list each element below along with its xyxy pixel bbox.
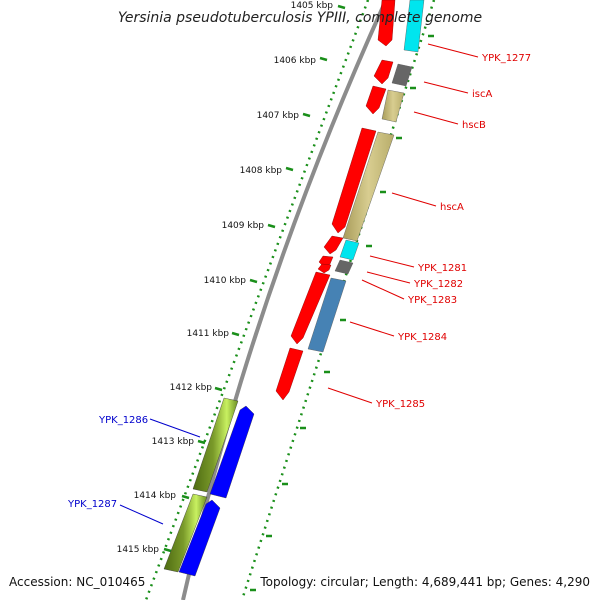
feature-label-YPK_1283[interactable]: YPK_1283 [407, 295, 457, 306]
tick-label-1408: 1408 kbp [240, 166, 283, 176]
feature-label-YPK_1285[interactable]: YPK_1285 [375, 399, 425, 410]
gene-YPK_1287-category [163, 493, 208, 573]
tick-label-1410: 1410 kbp [204, 276, 247, 286]
tick-label-1411: 1411 kbp [187, 329, 230, 339]
ruler-track-outer [144, 0, 370, 600]
tick-label-1406: 1406 kbp [274, 56, 317, 66]
forward-strand-genes [275, 0, 396, 401]
feature-label-YPK_1284[interactable]: YPK_1284 [397, 332, 447, 343]
gene-YPK_1283-arrow[interactable] [317, 263, 332, 274]
gene-YPK_1286-category [192, 397, 239, 493]
genome-summary-text: Topology: circular; Length: 4,689,441 bp… [260, 575, 590, 589]
feature-label-YPK_1281[interactable]: YPK_1281 [417, 263, 467, 274]
feature-label-hscA[interactable]: hscA [440, 202, 464, 213]
tick-label-1405: 1405 kbp [291, 1, 334, 11]
feature-label-YPK_1277[interactable]: YPK_1277 [481, 53, 531, 64]
gene-hscB-category [381, 89, 405, 123]
feature-label-YPK_1282[interactable]: YPK_1282 [413, 279, 463, 290]
feature-label-YPK_1287[interactable]: YPK_1287 [67, 499, 117, 510]
feature-label-hscB[interactable]: hscB [462, 120, 486, 131]
gene-YPK_1285-arrow[interactable] [275, 347, 304, 401]
map-title: Yersinia pseudotuberculosis YPIII, compl… [117, 10, 483, 26]
tick-label-1407: 1407 kbp [257, 111, 300, 121]
reverse-strand-genes [163, 397, 255, 577]
gene-iscA-arrow[interactable] [373, 59, 394, 85]
tick-label-1412: 1412 kbp [170, 383, 213, 393]
feature-label-YPK_1286[interactable]: YPK_1286 [98, 415, 148, 426]
ruler-ticks [163, 4, 346, 553]
tick-label-1415: 1415 kbp [117, 545, 160, 555]
gene-YPK_1284-arrow[interactable] [290, 271, 331, 345]
inner-ruler-ticks [250, 34, 434, 592]
gene-YPK_1282-category [334, 259, 354, 275]
gene-YPK_1281-arrow[interactable] [323, 235, 344, 255]
tick-label-1414: 1414 kbp [134, 491, 177, 501]
tick-label-1413: 1413 kbp [152, 437, 195, 447]
leader-lines-blue [119, 418, 201, 525]
gene-hscA-category [342, 131, 395, 242]
gene-iscA-category [391, 63, 413, 87]
feature-label-iscA[interactable]: iscA [472, 89, 492, 100]
accession-text: Accession: NC_010465 [9, 575, 146, 589]
tick-label-1409: 1409 kbp [222, 221, 265, 231]
gene-YPK_1277-category [403, 0, 425, 53]
gene-hscA-arrow[interactable] [331, 127, 377, 234]
gene-hscB-arrow[interactable] [365, 85, 387, 115]
leader-lines-red [327, 43, 479, 404]
gene-YPK_1277-arrow[interactable] [377, 0, 396, 47]
gene-YPK_1286-arrow[interactable] [209, 405, 255, 499]
forward-category-blocks [307, 0, 425, 353]
gene-YPK_1281-category [339, 239, 360, 261]
gene-YPK_1287-arrow[interactable] [178, 499, 221, 577]
gene-YPK_1284-category [307, 277, 347, 353]
